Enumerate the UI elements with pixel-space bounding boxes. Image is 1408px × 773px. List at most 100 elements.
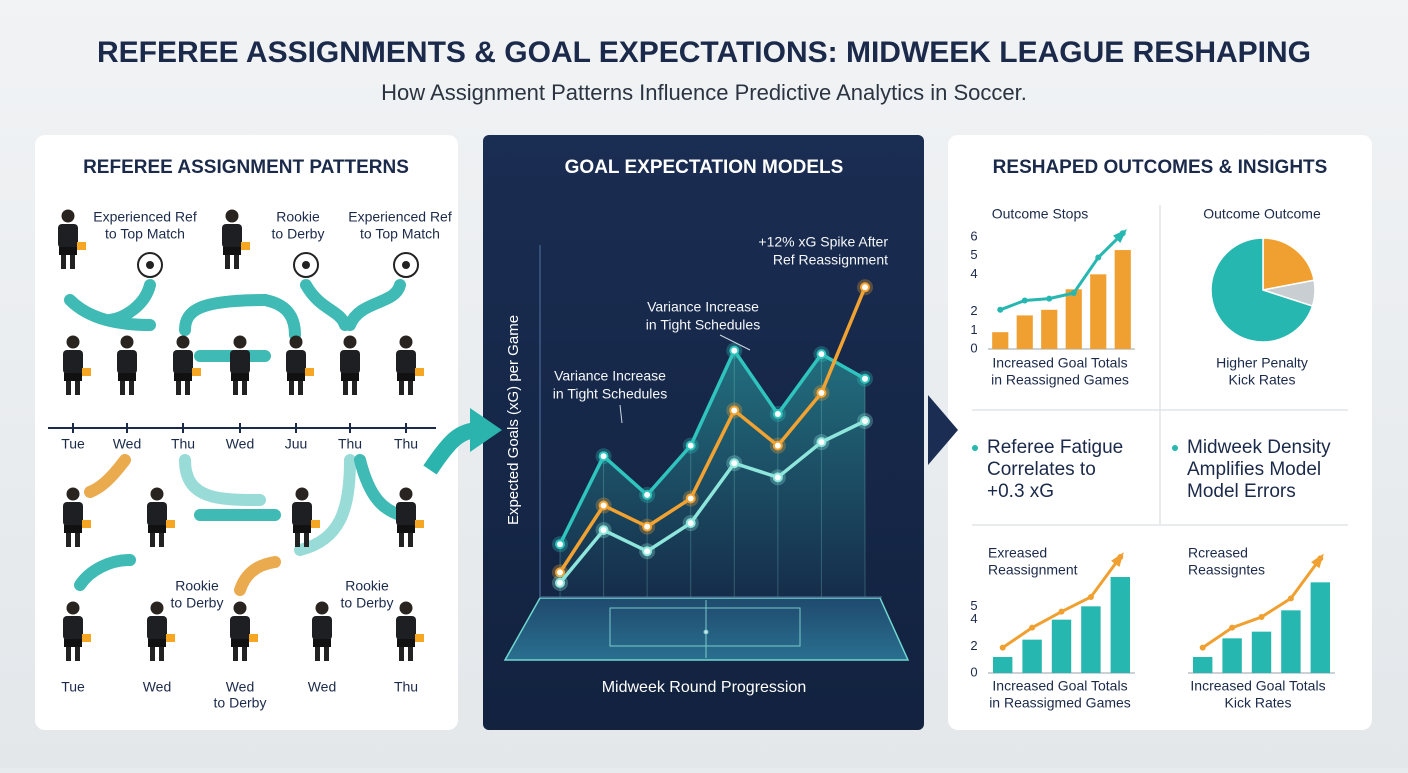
flag — [249, 634, 258, 642]
leg — [233, 647, 238, 661]
referee-icon — [396, 601, 424, 661]
point — [642, 546, 653, 557]
day-label: Thu — [394, 436, 418, 452]
shorts — [397, 525, 415, 533]
flow — [344, 279, 406, 331]
referee-icon — [147, 601, 175, 661]
point — [555, 539, 565, 550]
shirt — [63, 502, 83, 526]
shirt — [230, 350, 250, 374]
ball-patch — [302, 261, 310, 269]
head — [233, 601, 247, 615]
y-tick-label: 6 — [970, 228, 977, 243]
leg — [66, 647, 71, 661]
shirt — [340, 350, 360, 374]
point — [685, 440, 696, 451]
assignment-label: Experienced Ref — [348, 209, 452, 225]
arrow-head — [928, 395, 958, 465]
x-axis-label: Midweek Round Progression — [602, 679, 807, 696]
bar — [1090, 274, 1107, 349]
assignment-label: to Top Match — [105, 226, 185, 242]
referee-icon — [147, 487, 175, 547]
shorts — [341, 373, 359, 381]
series-line — [558, 419, 866, 585]
leg — [399, 533, 404, 547]
day-label: Tue — [61, 436, 85, 452]
shirt — [173, 350, 193, 374]
point — [598, 525, 609, 536]
shorts — [59, 247, 77, 255]
head — [61, 209, 75, 223]
point — [729, 458, 740, 469]
chart-caption: Increased Goal Totals — [1190, 678, 1325, 694]
bullet-dot — [1172, 445, 1178, 451]
assignment-label: Rookie — [175, 578, 219, 594]
pitch-spot — [703, 629, 709, 635]
referee-icon — [63, 335, 91, 395]
referee-icon — [173, 335, 201, 395]
referee-icon — [292, 487, 320, 547]
day-label: Thu — [338, 436, 362, 452]
referee-icon — [230, 601, 258, 661]
point — [772, 440, 783, 451]
trend-point — [1229, 624, 1236, 631]
bar — [1022, 639, 1042, 673]
point — [685, 493, 696, 504]
point — [729, 405, 740, 416]
head — [289, 335, 303, 349]
chart-title: Reassigntes — [1188, 562, 1265, 578]
point — [642, 521, 653, 532]
y-tick-label: 0 — [970, 340, 977, 355]
referee-icon — [312, 601, 332, 661]
chart-caption: Increased Goal Totals — [992, 678, 1127, 694]
head — [343, 335, 357, 349]
leg — [233, 381, 238, 395]
point — [860, 416, 870, 426]
flow — [259, 294, 301, 341]
shirt — [230, 616, 250, 640]
insight-text: Correlates to — [987, 459, 1096, 480]
shorts — [148, 639, 166, 647]
day-label: Wed — [308, 679, 337, 695]
flow — [104, 279, 156, 326]
referee-icon — [117, 335, 137, 395]
annotation: in Tight Schedules — [646, 317, 760, 333]
trend-arrowhead — [1111, 552, 1124, 567]
shirt — [396, 502, 416, 526]
bar — [1114, 250, 1131, 349]
flow — [234, 556, 281, 596]
trend-point — [997, 306, 1004, 313]
leg — [75, 533, 80, 547]
day-label: Thu — [171, 436, 195, 452]
shorts — [223, 247, 241, 255]
shorts — [397, 373, 415, 381]
page-title: REFEREE ASSIGNMENTS & GOAL EXPECTATIONS:… — [97, 36, 1311, 69]
head — [66, 487, 80, 501]
chart-caption: in Reassigned Games — [991, 372, 1129, 388]
trend-point — [1070, 290, 1077, 296]
point — [816, 437, 827, 448]
assignment-label: Experienced Ref — [93, 209, 197, 225]
shirt — [147, 502, 167, 526]
point — [598, 451, 609, 462]
shorts — [148, 525, 166, 533]
point — [642, 489, 653, 500]
referee-icon — [396, 335, 424, 395]
panel-title: GOAL EXPECTATION MODELS — [565, 157, 844, 178]
flag — [77, 242, 86, 250]
insight-text: Amplifies Model — [1187, 459, 1321, 480]
head — [150, 487, 164, 501]
point — [772, 472, 783, 483]
head — [150, 601, 164, 615]
day-label: Wed — [143, 679, 172, 695]
referee-icon — [286, 335, 314, 395]
flag — [166, 520, 175, 528]
day-label: Wed — [226, 679, 255, 695]
leg — [75, 381, 80, 395]
xg-chart: +12% xG Spike After Ref Reassignment Varia… — [552, 234, 888, 597]
shirt — [292, 502, 312, 526]
flag — [82, 368, 91, 376]
leg — [66, 533, 71, 547]
y-tick-label: 2 — [970, 303, 977, 318]
